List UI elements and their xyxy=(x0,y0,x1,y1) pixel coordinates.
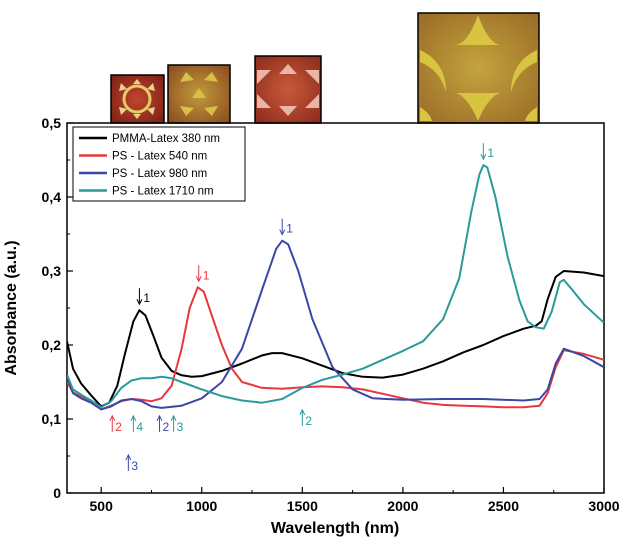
annotation-arrowhead xyxy=(130,414,137,422)
y-tick-label: 0,4 xyxy=(42,189,62,205)
annotation-arrowhead xyxy=(195,276,202,283)
afm-inset-large xyxy=(254,55,322,124)
peak-annotation: 1 xyxy=(136,288,150,306)
legend: PMMA-Latex 380 nm PS - Latex 540 nm PS - L… xyxy=(72,126,246,202)
peak-annotation: 3 xyxy=(125,453,138,473)
afm-inset-medium xyxy=(167,64,231,124)
annotation-arrowhead xyxy=(299,408,306,416)
y-ticks: 0 0,1 0,2 0,3 0,4 0,5 xyxy=(42,115,73,501)
annotation-arrowhead xyxy=(480,153,487,161)
legend-label: PS - Latex 980 nm xyxy=(112,168,207,180)
legend-label: PMMA-Latex 380 nm xyxy=(112,133,220,145)
annotation-label: 2 xyxy=(115,420,122,434)
series-line-1 xyxy=(67,270,604,408)
annotation-label: 1 xyxy=(487,146,494,160)
annotation-label: 1 xyxy=(286,222,293,236)
series-line-2 xyxy=(67,286,604,411)
annotation-label: 2 xyxy=(305,414,312,428)
annotation-arrowhead xyxy=(170,414,177,422)
annotation-arrowhead xyxy=(136,298,143,306)
legend-label: PS - Latex 540 nm xyxy=(112,151,207,163)
peak-annotation: 2 xyxy=(299,408,312,428)
peak-annotation: 4 xyxy=(130,414,143,434)
afm-inset-small xyxy=(110,74,165,124)
x-tick-label: 1500 xyxy=(287,498,318,514)
peak-annotation: 2 xyxy=(156,414,170,434)
y-axis-title: Absorbance (a.u.) xyxy=(3,240,20,375)
legend-label: PS - Latex 1710 nm xyxy=(112,186,214,198)
series-line-3 xyxy=(67,239,604,411)
peak-annotation: 1 xyxy=(195,265,210,283)
x-tick-label: 3000 xyxy=(588,498,619,514)
series-lines xyxy=(67,164,604,411)
series-line-4 xyxy=(67,164,604,409)
y-tick-label: 0,5 xyxy=(42,115,62,131)
annotation-label: 2 xyxy=(163,420,170,434)
annotation-label: 3 xyxy=(177,420,184,434)
x-axis-title: Wavelength (nm) xyxy=(271,520,399,537)
y-tick-label: 0,3 xyxy=(42,263,62,279)
annotation-arrowhead xyxy=(156,414,163,422)
afm-inset-xlarge xyxy=(417,12,540,124)
y-tick-label: 0 xyxy=(53,485,61,501)
x-tick-label: 500 xyxy=(90,498,114,514)
x-ticks: 500 1000 1500 2000 2500 3000 xyxy=(90,487,620,514)
legend-box xyxy=(72,126,246,202)
annotation-label: 3 xyxy=(131,459,138,473)
x-tick-label: 2000 xyxy=(387,498,418,514)
annotation-label: 1 xyxy=(143,291,150,305)
x-tick-label: 2500 xyxy=(488,498,519,514)
annotation-arrowhead xyxy=(279,229,286,236)
peak-annotation: 3 xyxy=(170,414,184,434)
peak-annotation: 1 xyxy=(480,143,494,161)
y-tick-label: 0,2 xyxy=(42,337,62,353)
peak-annotation: 1 xyxy=(279,218,293,236)
peak-annotation: 2 xyxy=(109,414,122,434)
x-tick-label: 1000 xyxy=(186,498,217,514)
annotation-label: 1 xyxy=(203,268,210,282)
y-tick-label: 0,1 xyxy=(42,411,62,427)
annotation-arrowhead xyxy=(125,453,132,461)
annotation-arrowhead xyxy=(109,414,116,422)
annotation-label: 4 xyxy=(136,420,143,434)
afm-insets xyxy=(110,12,540,124)
